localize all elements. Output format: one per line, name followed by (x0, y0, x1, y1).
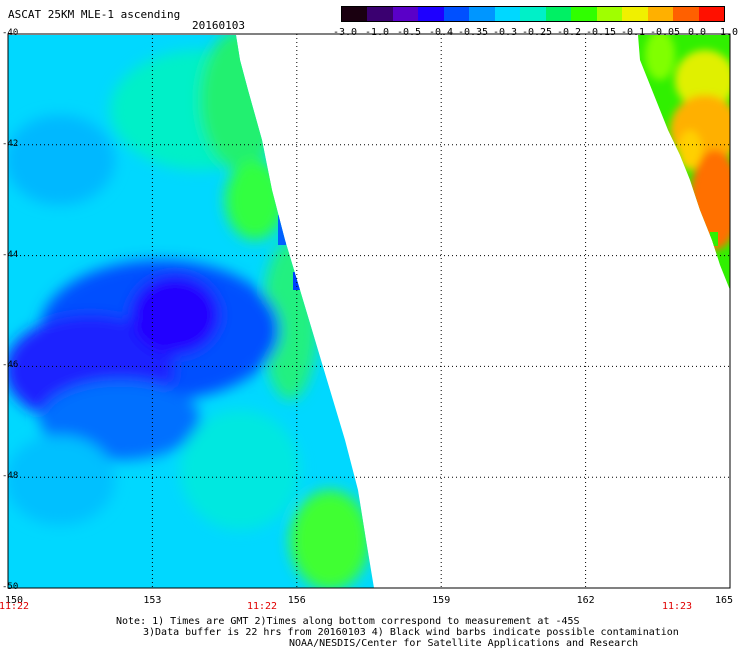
swath-east (638, 35, 730, 290)
colorbar-segment (673, 7, 699, 21)
lon-label: 159 (432, 595, 451, 606)
time-label-3: 11:23 (661, 601, 693, 612)
colorbar-label: -0.4 (428, 27, 454, 38)
colorbar-labels: -3.0 -1.0 -0.5 -0.4 -0.35 -0.3 -0.25 -0.2 -0.15-… (330, 27, 738, 39)
time-label-2: 11:22 (246, 601, 278, 612)
map-frame (7, 33, 731, 589)
colorbar-segment (469, 7, 495, 21)
lon-label: 156 (287, 595, 306, 606)
colorbar-segment (520, 7, 546, 21)
colorbar-segment (647, 7, 674, 21)
colorbar-label: 1.0 (719, 27, 739, 38)
time-label-1: 11:22 (0, 601, 30, 612)
colorbar (341, 6, 725, 22)
map-date: 20160103 (192, 19, 245, 32)
lon-label: 165 (714, 595, 734, 606)
colorbar-label: -0.1 (620, 27, 646, 38)
lat-label: -46 (2, 360, 19, 371)
colorbar-label: -0.5 (396, 27, 422, 38)
lat-label: -50 (2, 582, 19, 592)
colorbar-label: -0.05 (649, 27, 681, 38)
lat-label: -40 (2, 28, 19, 38)
colorbar-label: -0.15 (585, 27, 617, 38)
colorbar-segment (418, 7, 444, 21)
lat-label: -44 (2, 249, 19, 260)
colorbar-label: -3.0 (332, 27, 358, 38)
note-line-1: Note: 1) Times are GMT 2)Times along bot… (116, 616, 580, 627)
lon-label: 162 (576, 595, 595, 606)
colorbar-segment (545, 7, 572, 21)
colorbar-segment (596, 7, 623, 21)
colorbar-segment (443, 7, 470, 21)
colorbar-segment (622, 7, 648, 21)
swath-west (8, 35, 374, 588)
map-title: ASCAT 25KM MLE-1 ascending (8, 8, 181, 21)
lat-label: -48 (2, 471, 19, 482)
note-line-3: NOAA/NESDIS/Center for Satellite Applica… (289, 638, 639, 649)
colorbar-label: -0.25 (521, 27, 553, 38)
colorbar-segment (698, 7, 725, 21)
lat-label: -42 (2, 138, 19, 149)
colorbar-segment (494, 7, 521, 21)
lon-label: 153 (143, 595, 162, 606)
lon-label: 150 (4, 595, 24, 606)
colorbar-segment (392, 7, 419, 21)
colorbar-label: -0.2 (556, 27, 582, 38)
colorbar-label: -1.0 (364, 27, 390, 38)
colorbar-segment (571, 7, 597, 21)
colorbar-label: 0.0 (687, 27, 707, 38)
note-line-2: 3)Data buffer is 22 hrs from 20160103 4)… (143, 627, 679, 638)
colorbar-segment (342, 7, 368, 21)
colorbar-label: -0.3 (492, 27, 518, 38)
colorbar-segment (367, 7, 393, 21)
colorbar-label: -0.35 (457, 27, 489, 38)
